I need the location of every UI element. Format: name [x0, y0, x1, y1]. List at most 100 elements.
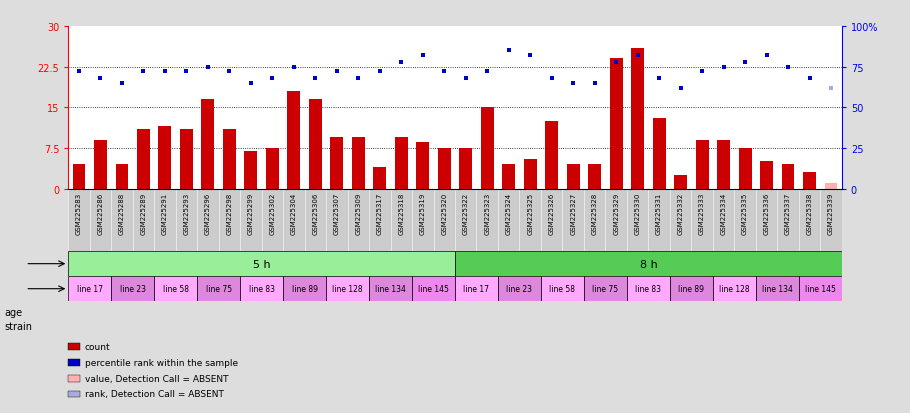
Text: line 128: line 128 [332, 285, 363, 294]
Bar [158, 127, 171, 189]
Bar [352, 138, 365, 189]
Bar [201, 100, 215, 189]
Bar [588, 165, 602, 189]
Bar [288, 92, 300, 189]
Text: GSM225318: GSM225318 [399, 192, 404, 235]
Bar [373, 168, 386, 189]
Bar [68, 252, 455, 277]
Text: line 145: line 145 [418, 285, 449, 294]
Text: line 83: line 83 [248, 285, 275, 294]
Bar [480, 108, 493, 189]
Bar [610, 59, 622, 189]
Bar [782, 165, 794, 189]
Text: line 128: line 128 [719, 285, 750, 294]
Text: count: count [85, 342, 110, 351]
Text: GSM225333: GSM225333 [699, 192, 705, 235]
Bar [455, 277, 498, 301]
Bar [455, 252, 842, 277]
Text: GSM225283: GSM225283 [76, 192, 82, 235]
Text: GSM225291: GSM225291 [162, 192, 168, 235]
Text: GSM225299: GSM225299 [248, 192, 254, 235]
Text: GSM225298: GSM225298 [227, 192, 232, 235]
Bar [804, 173, 816, 189]
Bar [502, 165, 515, 189]
Text: 8 h: 8 h [640, 259, 657, 269]
Text: GSM225332: GSM225332 [678, 192, 683, 235]
Text: GSM225293: GSM225293 [184, 192, 189, 235]
Bar [756, 277, 799, 301]
Bar [799, 277, 842, 301]
Text: GSM225309: GSM225309 [355, 192, 361, 235]
Bar [266, 149, 278, 189]
Text: GSM225324: GSM225324 [506, 192, 511, 234]
Bar [412, 277, 455, 301]
Bar [670, 277, 713, 301]
Bar [326, 277, 369, 301]
Text: GSM225288: GSM225288 [119, 192, 125, 235]
Text: age: age [5, 307, 23, 317]
Text: GSM225331: GSM225331 [656, 192, 662, 235]
Text: percentile rank within the sample: percentile rank within the sample [85, 358, 238, 367]
Bar [395, 138, 408, 189]
Text: GSM225306: GSM225306 [312, 192, 318, 235]
Bar [498, 277, 541, 301]
Text: GSM225289: GSM225289 [140, 192, 147, 235]
Bar [240, 277, 283, 301]
Text: line 23: line 23 [120, 285, 146, 294]
Text: line 75: line 75 [206, 285, 232, 294]
Bar [111, 277, 154, 301]
Text: value, Detection Call = ABSENT: value, Detection Call = ABSENT [85, 374, 228, 383]
Text: line 134: line 134 [762, 285, 793, 294]
Text: GSM225319: GSM225319 [420, 192, 426, 235]
Text: GSM225286: GSM225286 [97, 192, 104, 235]
Bar [180, 130, 193, 189]
Text: GSM225335: GSM225335 [742, 192, 748, 235]
Bar [438, 149, 450, 189]
Text: GSM225339: GSM225339 [828, 192, 834, 235]
Bar [713, 277, 756, 301]
Text: GSM225320: GSM225320 [441, 192, 447, 235]
Text: rank, Detection Call = ABSENT: rank, Detection Call = ABSENT [85, 389, 224, 399]
Text: GSM225323: GSM225323 [484, 192, 490, 235]
Text: GSM225325: GSM225325 [527, 192, 533, 234]
Text: line 145: line 145 [804, 285, 835, 294]
Text: line 89: line 89 [291, 285, 318, 294]
Bar [460, 149, 472, 189]
Text: line 89: line 89 [678, 285, 704, 294]
Text: line 134: line 134 [375, 285, 406, 294]
Text: line 75: line 75 [592, 285, 619, 294]
Bar [116, 165, 128, 189]
Bar [717, 140, 730, 189]
Text: GSM225330: GSM225330 [634, 192, 641, 235]
Bar [197, 277, 240, 301]
Bar [824, 184, 837, 189]
Text: GSM225338: GSM225338 [806, 192, 813, 235]
Text: GSM225327: GSM225327 [571, 192, 576, 235]
Text: line 17: line 17 [463, 285, 490, 294]
Bar [674, 176, 687, 189]
Bar [695, 140, 709, 189]
Text: GSM225296: GSM225296 [205, 192, 211, 235]
Text: GSM225322: GSM225322 [463, 192, 469, 234]
Text: line 83: line 83 [635, 285, 662, 294]
Bar [524, 159, 537, 189]
Bar [652, 119, 665, 189]
Bar [73, 165, 86, 189]
Text: 5 h: 5 h [253, 259, 270, 269]
Bar [416, 143, 430, 189]
Bar [760, 162, 773, 189]
Text: GSM225336: GSM225336 [763, 192, 770, 235]
Text: GSM225307: GSM225307 [334, 192, 339, 235]
Bar [584, 277, 627, 301]
Bar [369, 277, 412, 301]
Text: GSM225317: GSM225317 [377, 192, 383, 235]
Text: GSM225328: GSM225328 [592, 192, 598, 235]
Text: GSM225337: GSM225337 [785, 192, 791, 235]
Bar [223, 130, 236, 189]
Bar [68, 277, 111, 301]
Text: strain: strain [5, 321, 33, 331]
Bar [632, 48, 644, 189]
Bar [541, 277, 584, 301]
Bar [283, 277, 326, 301]
Text: GSM225304: GSM225304 [291, 192, 297, 235]
